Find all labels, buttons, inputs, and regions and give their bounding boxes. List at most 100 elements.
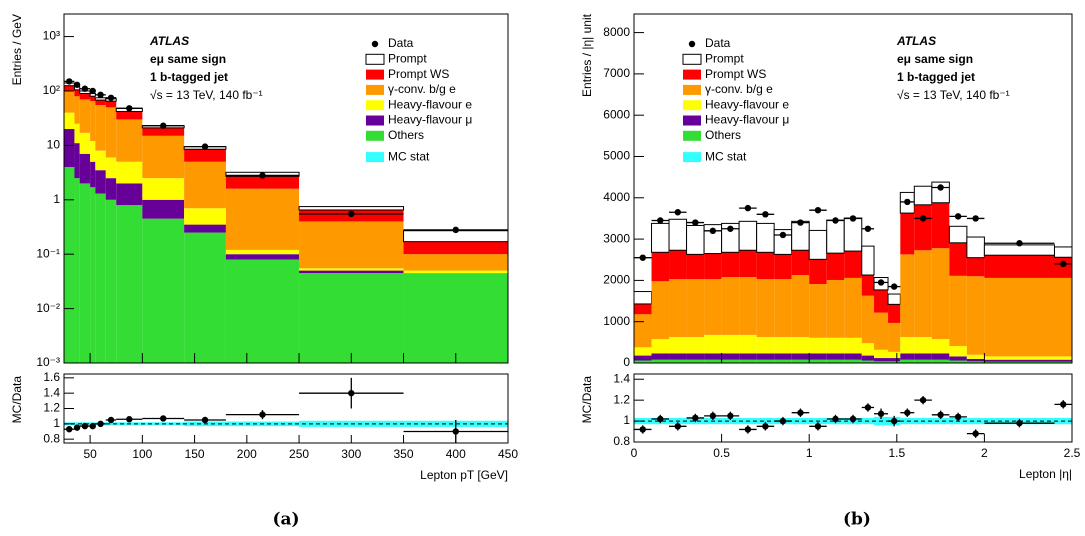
ratio-point <box>890 417 898 425</box>
x-tick-label: 100 <box>132 447 152 461</box>
legend-swatch <box>683 100 701 111</box>
ratio-point <box>348 389 355 397</box>
y-tick-label: 1.4 <box>43 385 60 399</box>
legend-label: Prompt WS <box>388 67 449 81</box>
stack-segment <box>403 241 508 255</box>
data-point <box>937 184 944 191</box>
ratio-point <box>849 415 857 423</box>
stack-segment <box>1054 257 1072 278</box>
frame <box>633 373 1073 443</box>
stack-segment <box>225 249 300 255</box>
data-point <box>954 213 962 220</box>
stack-segment <box>95 170 106 194</box>
stack-segment <box>669 359 687 363</box>
x-tick-label: 0.5 <box>713 446 730 460</box>
stack-segment <box>888 322 901 352</box>
data-point <box>797 219 804 226</box>
y-tick-label: 1 <box>623 413 630 427</box>
stack-segment <box>64 112 75 130</box>
mc-stat-band <box>105 422 117 426</box>
annotation: √s = 13 TeV, 140 fb⁻¹ <box>897 88 1010 102</box>
ratio-point <box>259 411 266 418</box>
stack-segment <box>738 220 758 251</box>
stack-segment <box>914 204 932 251</box>
stack-segment <box>949 242 967 276</box>
legend-label: Heavy-flavour μ <box>705 113 789 127</box>
stack-segment <box>95 193 106 363</box>
stack-segment <box>931 248 950 340</box>
y-tick-label: 0.8 <box>613 434 630 448</box>
caption: (a) <box>272 510 299 530</box>
y-tick-label: 7000 <box>603 66 630 80</box>
stack-segment <box>966 361 985 363</box>
stack-segment <box>90 141 96 162</box>
legend-swatch <box>683 152 701 163</box>
stack-segment <box>704 353 722 360</box>
stack-segment <box>95 105 106 151</box>
stack-segment <box>184 224 226 233</box>
legend-label: Heavy-flavour e <box>705 97 789 111</box>
stack-segment <box>984 356 1055 360</box>
data-point <box>259 172 266 179</box>
ratio-point <box>160 415 167 422</box>
stack-segment <box>634 303 652 315</box>
legend-swatch <box>366 84 384 95</box>
mc-stat-band <box>721 417 740 425</box>
stack-segment <box>774 359 792 363</box>
y-tick-label: 1.6 <box>43 370 60 384</box>
stack-segment <box>739 353 757 360</box>
stack-segment <box>225 176 300 189</box>
y-tick-label: 1.2 <box>613 392 630 406</box>
stack-segment <box>949 346 967 357</box>
stack-segment <box>64 167 75 363</box>
stack-segment <box>686 254 705 280</box>
stack-segment <box>756 279 775 337</box>
x-tick-label: 2.5 <box>1064 446 1081 460</box>
legend-swatch <box>365 53 385 65</box>
stack-segment <box>142 127 185 136</box>
ratio-point <box>89 422 96 430</box>
stack-segment <box>949 275 967 347</box>
stack-segment <box>686 279 705 337</box>
ratio-point <box>73 424 81 431</box>
x-tick-label: 250 <box>289 447 309 461</box>
x-tick-label: 350 <box>394 447 414 461</box>
stack-segment <box>74 89 80 97</box>
data-point <box>639 254 646 261</box>
legend-label: γ-conv. b/g e <box>388 82 456 96</box>
stack-segment <box>844 353 862 360</box>
stack-segment <box>874 358 889 362</box>
stack-segment <box>686 336 705 354</box>
stack-segment <box>861 360 875 363</box>
x-axis-label: Lepton pT [GeV] <box>420 468 508 482</box>
data-point <box>890 283 898 290</box>
stack-segment <box>826 359 845 363</box>
y-tick-label: 8000 <box>603 25 630 39</box>
data-point <box>919 215 927 222</box>
y-tick-label: 1000 <box>603 314 630 328</box>
ratio-point <box>937 411 944 418</box>
legend-swatch <box>366 130 384 141</box>
stack-segment <box>900 213 915 255</box>
ratio-point <box>779 417 787 425</box>
stack-segment <box>756 252 775 280</box>
stack-segment <box>826 279 845 338</box>
x-tick-label: 0 <box>631 446 638 460</box>
stack-segment <box>914 359 932 363</box>
stack-segment <box>64 85 75 91</box>
stack-segment <box>826 353 845 360</box>
stack-segment <box>983 244 1055 256</box>
stack-segment <box>721 252 740 278</box>
stack-segment <box>299 270 404 274</box>
stack-segment <box>105 107 117 158</box>
stack-segment <box>94 97 107 101</box>
x-tick-label: 450 <box>498 447 518 461</box>
legend-swatch <box>366 152 384 163</box>
caption: (b) <box>843 510 871 530</box>
stack-segment <box>984 255 1055 278</box>
ratio-point <box>954 413 962 421</box>
stack-segment <box>931 353 950 360</box>
stack-segment <box>184 208 226 225</box>
stack-segment <box>64 129 75 168</box>
stack-segment <box>634 360 652 363</box>
